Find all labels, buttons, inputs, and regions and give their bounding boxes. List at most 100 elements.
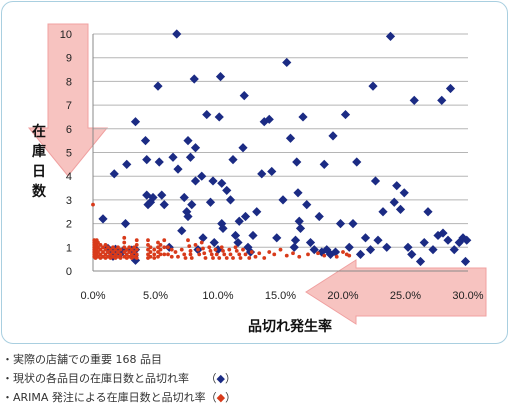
data-point-arima <box>101 250 105 254</box>
data-point-arima <box>122 245 127 250</box>
data-point-arima <box>132 245 137 250</box>
data-point-arima <box>228 252 233 257</box>
data-point-arima <box>199 240 204 245</box>
data-point-current <box>340 109 351 120</box>
data-point-arima <box>134 252 139 257</box>
data-point-arima <box>96 250 100 254</box>
data-point-arima <box>103 252 108 257</box>
data-point-current <box>157 190 167 200</box>
data-point-current <box>348 219 358 229</box>
data-point-arima <box>116 250 120 254</box>
data-point-current <box>314 211 324 222</box>
data-point-current <box>267 166 277 177</box>
data-point-arima <box>183 256 188 260</box>
data-point-arima <box>129 247 134 252</box>
data-point-current <box>282 57 292 68</box>
data-point-current <box>443 235 453 245</box>
data-point-arima <box>111 250 115 254</box>
data-point-arima <box>162 238 167 243</box>
data-point-arima <box>234 248 239 253</box>
data-point-arima <box>101 245 105 250</box>
data-point-current <box>168 152 178 162</box>
data-point-current <box>423 207 433 217</box>
data-point-arima <box>193 243 198 247</box>
y-axis-label-char: 庫 <box>32 143 46 160</box>
data-point-arima <box>169 247 174 252</box>
data-point-arima <box>108 247 113 252</box>
data-point-current <box>415 256 426 267</box>
data-point-arima <box>211 256 215 260</box>
data-point-arima <box>197 252 202 257</box>
data-point-arima <box>297 254 302 259</box>
data-point-arima <box>98 247 103 252</box>
data-point-arima <box>207 245 212 250</box>
data-point-arima <box>262 256 267 260</box>
data-point-arima <box>257 251 262 256</box>
data-point-current <box>185 152 196 162</box>
data-point-current <box>120 219 131 229</box>
data-point-arima <box>129 252 134 257</box>
data-point-current <box>419 237 429 248</box>
data-point-current <box>148 192 158 203</box>
y-tick-label: 1 <box>66 242 72 254</box>
data-point-arima <box>249 250 254 254</box>
data-point-current <box>370 176 381 186</box>
data-point-arima <box>162 252 167 257</box>
data-point-current <box>407 249 417 260</box>
data-point-current <box>154 157 164 167</box>
data-point-current <box>428 245 438 255</box>
data-point-arima <box>208 248 213 253</box>
data-point-arima <box>134 243 139 247</box>
data-point-current <box>228 155 238 165</box>
data-point-current <box>305 237 316 248</box>
data-point-arima <box>118 247 123 252</box>
data-point-current <box>289 242 299 252</box>
data-point-arima <box>148 245 153 250</box>
data-point-current <box>240 211 251 222</box>
data-point-current <box>365 245 376 255</box>
data-point-arima <box>341 250 345 254</box>
data-point-current <box>382 242 392 252</box>
data-point-current <box>403 242 413 252</box>
data-point-arima <box>166 245 170 250</box>
x-tick-label: 0.0% <box>80 290 105 302</box>
data-point-arima <box>116 245 120 250</box>
data-point-arima <box>209 252 214 257</box>
data-point-current <box>217 178 227 188</box>
data-point-current <box>335 219 346 229</box>
data-point-current <box>233 237 243 248</box>
data-point-current <box>460 256 471 267</box>
data-point-arima <box>103 247 108 252</box>
data-point-current <box>190 176 201 186</box>
data-point-current <box>183 211 193 222</box>
data-point-arima <box>106 245 110 250</box>
data-point-arima <box>219 245 224 250</box>
data-point-arima <box>217 256 222 260</box>
data-point-arima <box>158 243 163 247</box>
y-axis-label-char: 数 <box>32 183 47 200</box>
data-point-current <box>438 228 448 238</box>
data-point-arima <box>156 254 160 259</box>
y-axis-label-char: 日 <box>32 164 46 180</box>
data-point-arima <box>96 245 100 250</box>
note-close: ） <box>225 391 237 404</box>
data-point-arima <box>221 248 225 253</box>
data-point-current <box>153 81 163 91</box>
tick-labels: 0 1 2 3 4 5 6 7 8 9 10 0.0% 5.0% 10.0% 15.0% 20.0% 25.0%… <box>60 29 484 302</box>
data-point-arima <box>152 256 157 260</box>
data-point-current <box>208 176 218 186</box>
data-point-current <box>197 171 207 181</box>
data-point-arima <box>222 252 227 257</box>
y-tick-label: 9 <box>66 53 72 65</box>
legend-notes: ・実際の店舗での重要 168 品目 ・現状の各品目の在庫日数と品切れ率 （◆） … <box>2 350 507 407</box>
data-point-arima <box>188 252 193 257</box>
data-point-current <box>395 204 406 214</box>
x-tick-label: 20.0% <box>327 290 358 302</box>
data-point-arima <box>98 252 103 257</box>
data-point-current <box>294 216 304 226</box>
y-axis-label: 在庫日数 <box>32 123 47 200</box>
y-tick-label: 8 <box>66 76 72 88</box>
data-point-arima <box>122 240 127 245</box>
note-text: ・ARIMA 発注による在庫日数と品切れ率（ <box>2 391 217 404</box>
data-point-arima <box>267 250 272 254</box>
